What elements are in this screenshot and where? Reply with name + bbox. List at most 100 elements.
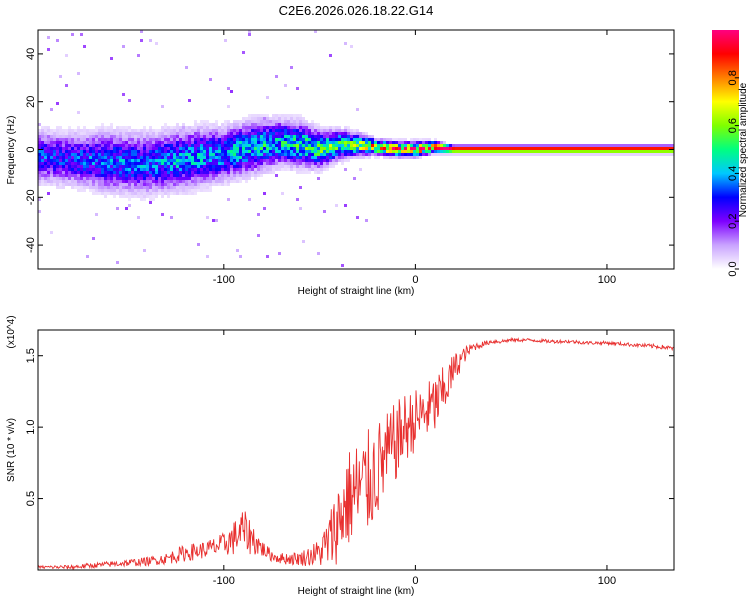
spectrogram-cell [77,153,80,156]
spectrogram-cell [437,144,440,147]
spectrogram-cell [152,168,155,171]
spectrogram-cell [227,87,230,90]
spectrogram-cell [359,168,362,171]
spectrogram-cell [248,198,251,201]
spectrogram-cell [101,168,104,171]
spectrogram-cell [578,150,581,153]
spectrogram-cell [113,150,116,153]
spectrogram-cell [194,165,197,168]
spectrogram-cell [92,156,95,159]
spectrogram-cell [536,150,539,153]
spectrogram-cell [209,132,212,135]
spectrogram-cell [317,144,320,147]
spectrogram-cell [245,165,248,168]
spectrogram-cell [134,189,137,192]
spectrogram-cell [374,156,377,159]
spectrogram-cell [305,123,308,126]
spectrogram-cell [236,180,239,183]
spectrogram-cell [146,144,149,147]
spectrogram-cell [155,174,158,177]
spectrogram-cell [347,153,350,156]
spectrogram-cell [218,174,221,177]
spectrogram-cell [149,186,152,189]
spectrogram-cell [206,183,209,186]
spectrogram-cell [119,180,122,183]
spectrogram-cell [278,138,281,141]
spectrogram-cell [356,132,359,135]
spectrogram-cell [50,156,53,159]
spectrogram-cell [302,144,305,147]
spectrogram-cell [71,141,74,144]
spectrogram-cell [287,126,290,129]
spectrogram-cell [272,165,275,168]
spectrogram-cell [329,135,332,138]
spectrogram-cell [500,147,503,150]
spectrogram-cell [500,150,503,153]
spectrogram-cell [533,147,536,150]
spectrogram-cell [101,189,104,192]
spectrogram-cell [320,141,323,144]
spectrogram-cell [80,153,83,156]
spectrogram-cell [308,156,311,159]
spectrogram-cell [179,129,182,132]
spectrogram-cell [44,132,47,135]
spectrogram-cell [38,162,41,165]
spectrogram-cell [326,147,329,150]
spectrogram-cell [209,177,212,180]
spectrogram-cell [305,171,308,174]
spectrogram-cell [230,159,233,162]
spectrogram-cell [170,177,173,180]
spectrogram-cell [647,150,650,153]
spectrogram-cell [65,147,68,150]
spectrogram-cell [179,186,182,189]
spectrogram-cell [122,174,125,177]
spectrogram-cell [98,141,101,144]
spectrogram-cell [269,126,272,129]
spectrogram-cell [116,129,119,132]
spectrogram-cell [407,150,410,153]
spectrogram-cell [257,153,260,156]
spectrogram-cell [131,141,134,144]
spectrogram-cell [464,153,467,156]
spectrogram-cell [98,165,101,168]
spectrogram-cell [236,138,239,141]
spectrogram-cell [278,132,281,135]
spectrogram-cell [167,153,170,156]
spectrogram-cell [101,174,104,177]
spectrogram-cell [200,138,203,141]
spectrogram-cell [164,126,167,129]
spectrogram-cell [56,186,59,189]
spectrogram-cell [272,162,275,165]
spectrogram-cell [257,138,260,141]
spectrogram-cell [239,120,242,123]
spectrogram-cell [341,150,344,153]
spectrogram-cell [89,159,92,162]
spectrogram-cell [110,153,113,156]
spectrogram-cell [164,162,167,165]
spectrogram-cell [233,126,236,129]
spectrogram-cell [38,168,41,171]
spectrogram-cell [56,138,59,141]
spectrogram-cell [269,117,272,120]
spectrogram-cell [104,165,107,168]
spectrogram-cell [122,129,125,132]
spectrogram-cell [71,147,74,150]
spectrogram-cell [65,144,68,147]
spectrogram-cell [419,156,422,159]
spectrogram-cell [44,180,47,183]
spectrogram-cell [125,195,128,198]
spectrogram-cell [326,144,329,147]
spectrogram-cell [512,144,515,147]
spectrogram-cell [185,183,188,186]
spectrogram-cell [86,174,89,177]
spectrogram-cell [41,141,44,144]
spectrogram-cell [56,159,59,162]
spectrogram-cell [86,183,89,186]
spectrogram-cell [317,156,320,159]
spectrogram-cell [146,171,149,174]
spectrogram-cell [158,180,161,183]
spectrogram-cell [131,129,134,132]
spectrogram-cell [413,153,416,156]
spectrogram-cell [77,174,80,177]
spectrogram-cell [140,189,143,192]
